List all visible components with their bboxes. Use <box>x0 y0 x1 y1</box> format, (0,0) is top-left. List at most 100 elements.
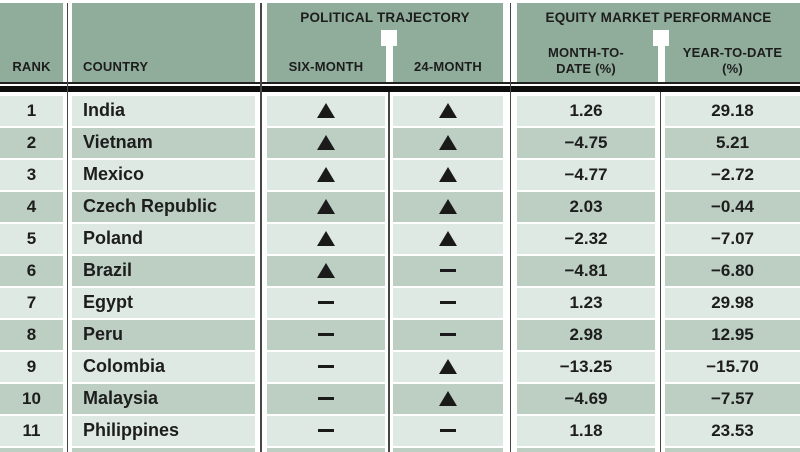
six-month-trend-cell <box>267 287 385 318</box>
24-month-header-label: 24-MONTH <box>413 59 483 74</box>
table-row: 6 Brazil −4.81 −6.80 <box>0 255 800 286</box>
triangle-up-icon <box>317 103 335 118</box>
dash-icon <box>440 300 456 305</box>
table-rows: 1 India 1.26 29.18 2 Vietnam −4.75 5.21 3 Mexico −… <box>0 95 800 452</box>
month-to-date-header-label: MONTH-TO- DATE (%) <box>548 45 624 76</box>
country-cell <box>72 447 255 452</box>
rank-cell: 11 <box>0 415 63 446</box>
dash-icon <box>318 332 334 337</box>
24-month-trend-cell <box>393 159 503 190</box>
table-row: 4 Czech Republic 2.03 −0.44 <box>0 191 800 222</box>
rank-cell <box>0 447 63 452</box>
six-month-trend-cell <box>267 383 385 414</box>
rank-cell: 3 <box>0 159 63 190</box>
24-month-trend-cell <box>393 95 503 126</box>
political-trajectory-group-label: POLITICAL TRAJECTORY <box>300 10 470 25</box>
table-row: 11 Philippines 1.18 23.53 <box>0 415 800 446</box>
column-divider-line <box>659 92 661 452</box>
country-cell: Poland <box>72 223 255 254</box>
24-month-trend-cell <box>393 127 503 158</box>
six-month-header-label: SIX-MONTH <box>288 59 364 74</box>
month-to-date-cell: −4.69 <box>517 383 655 414</box>
year-to-date-cell: −15.70 <box>665 351 800 382</box>
header-rule-thick <box>0 85 800 92</box>
triangle-up-icon <box>439 391 457 406</box>
country-cell: India <box>72 95 255 126</box>
rank-cell: 8 <box>0 319 63 350</box>
year-to-date-cell: 23.53 <box>665 415 800 446</box>
triangle-up-icon <box>317 263 335 278</box>
year-to-date-cell: 29.98 <box>665 287 800 318</box>
month-to-date-cell: −2.32 <box>517 223 655 254</box>
year-to-date-cell: −6.80 <box>665 255 800 286</box>
24-month-trend-cell <box>393 191 503 222</box>
country-cell: Czech Republic <box>72 191 255 222</box>
country-cell: Brazil <box>72 255 255 286</box>
rank-header-cell: RANK <box>0 3 63 82</box>
table-row: 9 Colombia −13.25 −15.70 <box>0 351 800 382</box>
rank-cell: 5 <box>0 223 63 254</box>
24-month-trend-cell <box>393 223 503 254</box>
month-to-date-cell: −4.81 <box>517 255 655 286</box>
country-cell: Malaysia <box>72 383 255 414</box>
triangle-up-icon <box>439 167 457 182</box>
rank-cell: 1 <box>0 95 63 126</box>
month-to-date-cell: −4.77 <box>517 159 655 190</box>
six-month-trend-cell <box>267 351 385 382</box>
rank-cell: 2 <box>0 127 63 158</box>
country-cell: Mexico <box>72 159 255 190</box>
triangle-up-icon <box>439 199 457 214</box>
equity-market-performance-header-cell: EQUITY MARKET PERFORMANCE MONTH-TO- DATE… <box>517 3 800 82</box>
24-month-trend-cell <box>393 287 503 318</box>
triangle-up-icon <box>439 135 457 150</box>
header-rule-thin <box>0 82 800 84</box>
year-to-date-cell: −2.72 <box>665 159 800 190</box>
table-row: 2 Vietnam −4.75 5.21 <box>0 127 800 158</box>
triangle-up-icon <box>439 359 457 374</box>
month-to-date-cell: −4.75 <box>517 127 655 158</box>
header-divider-line <box>657 30 665 82</box>
table-row: 5 Poland −2.32 −7.07 <box>0 223 800 254</box>
six-month-trend-cell <box>267 191 385 222</box>
24-month-trend-cell <box>393 447 503 452</box>
24-month-trend-cell <box>393 351 503 382</box>
dash-icon <box>440 332 456 337</box>
dash-icon <box>440 268 456 273</box>
table-row: 8 Peru 2.98 12.95 <box>0 319 800 350</box>
country-cell: Peru <box>72 319 255 350</box>
year-to-date-cell: −7.57 <box>665 383 800 414</box>
column-divider-line <box>260 3 262 452</box>
partial-next-row <box>0 447 800 452</box>
24-month-trend-cell <box>393 319 503 350</box>
country-cell: Egypt <box>72 287 255 318</box>
year-to-date-cell: −7.07 <box>665 223 800 254</box>
rank-header-label: RANK <box>12 59 51 74</box>
dash-icon <box>318 396 334 401</box>
dash-icon <box>318 428 334 433</box>
year-to-date-cell: 29.18 <box>665 95 800 126</box>
dash-icon <box>318 300 334 305</box>
dash-icon <box>318 364 334 369</box>
triangle-up-icon <box>317 167 335 182</box>
year-to-date-cell: 12.95 <box>665 319 800 350</box>
table-row: 7 Egypt 1.23 29.98 <box>0 287 800 318</box>
column-divider-line <box>509 3 511 452</box>
country-header-cell: COUNTRY <box>72 3 255 82</box>
six-month-trend-cell <box>267 415 385 446</box>
triangle-up-icon <box>317 199 335 214</box>
header-divider-line <box>385 30 393 82</box>
country-header-label: COUNTRY <box>83 59 149 74</box>
24-month-trend-cell <box>393 415 503 446</box>
six-month-trend-cell <box>267 95 385 126</box>
triangle-up-icon <box>439 231 457 246</box>
year-to-date-cell <box>665 447 800 452</box>
six-month-trend-cell <box>267 255 385 286</box>
rank-cell: 7 <box>0 287 63 318</box>
six-month-trend-cell <box>267 319 385 350</box>
country-cell: Philippines <box>72 415 255 446</box>
triangle-up-icon <box>439 103 457 118</box>
month-to-date-cell: −13.25 <box>517 351 655 382</box>
country-cell: Vietnam <box>72 127 255 158</box>
column-divider-line <box>66 3 68 452</box>
